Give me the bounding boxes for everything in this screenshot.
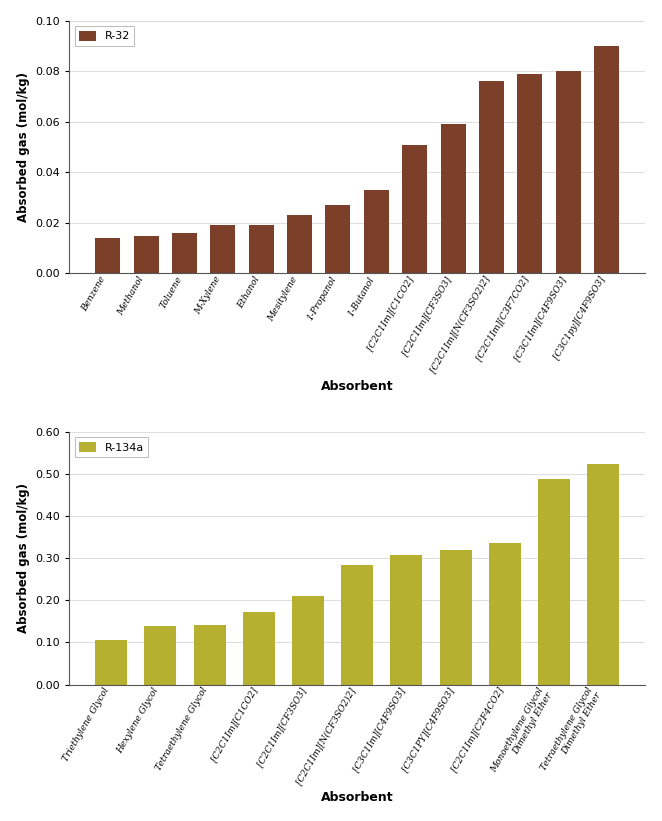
Bar [402,144,427,273]
Bar [341,566,373,685]
Bar [587,464,619,685]
Bar [292,596,324,685]
Bar [287,215,312,273]
X-axis label: Absorbent: Absorbent [321,791,393,805]
Bar [489,543,521,685]
Legend: R-134a: R-134a [75,438,148,457]
X-axis label: Absorbent: Absorbent [321,380,393,393]
Bar [95,640,127,685]
Bar [95,238,120,273]
Bar [440,550,471,685]
Bar [538,479,570,685]
Bar [391,555,422,685]
Bar [441,124,465,273]
Y-axis label: Absorbed gas (mol/kg): Absorbed gas (mol/kg) [17,484,30,633]
Bar [144,626,176,685]
Bar [172,233,197,273]
Bar [211,226,235,273]
Bar [326,205,350,273]
Bar [134,236,158,273]
Bar [243,612,275,685]
Bar [193,625,226,685]
Legend: R-32: R-32 [75,26,134,46]
Y-axis label: Absorbed gas (mol/kg): Absorbed gas (mol/kg) [17,72,30,222]
Bar [594,46,619,273]
Bar [518,74,542,273]
Bar [479,81,504,273]
Bar [249,226,273,273]
Bar [364,190,389,273]
Bar [556,71,581,273]
